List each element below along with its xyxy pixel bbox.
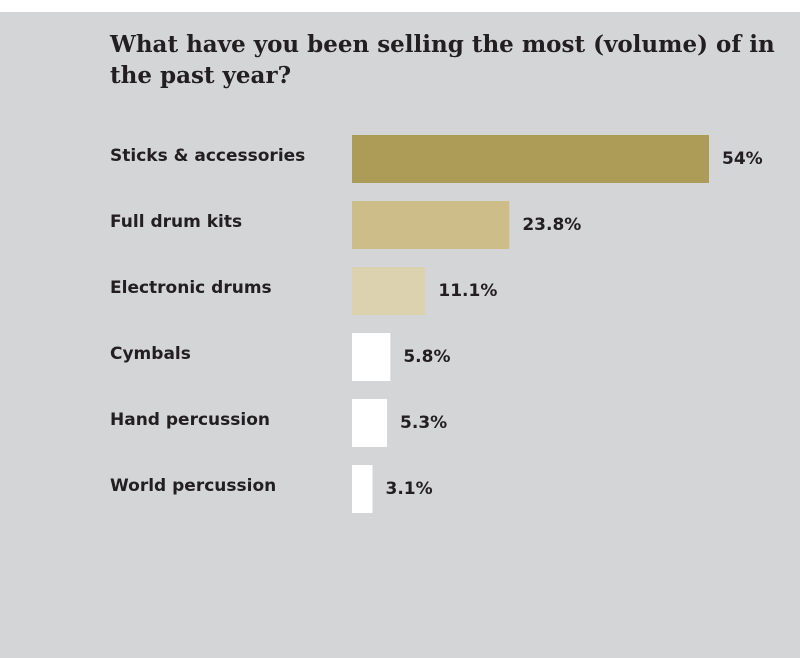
category-label: Hand percussion xyxy=(110,410,270,430)
value-label: 5.8% xyxy=(403,347,450,367)
bar xyxy=(352,465,373,513)
category-label: Full drum kits xyxy=(110,212,242,232)
chart-panel xyxy=(0,12,800,658)
category-label: World percussion xyxy=(110,476,276,496)
bar xyxy=(352,267,426,315)
bar xyxy=(352,135,709,183)
category-label: Cymbals xyxy=(110,344,191,364)
category-label: Electronic drums xyxy=(110,278,272,298)
category-label: Sticks & accessories xyxy=(110,146,305,166)
bar xyxy=(352,333,391,381)
value-label: 3.1% xyxy=(385,479,432,499)
bar xyxy=(352,399,388,447)
value-label: 5.3% xyxy=(400,413,447,433)
value-label: 11.1% xyxy=(438,281,497,301)
bar xyxy=(352,201,510,249)
value-label: 23.8% xyxy=(522,215,581,235)
value-label: 54% xyxy=(722,149,763,169)
chart-title: What have you been selling the most (vol… xyxy=(110,31,775,89)
